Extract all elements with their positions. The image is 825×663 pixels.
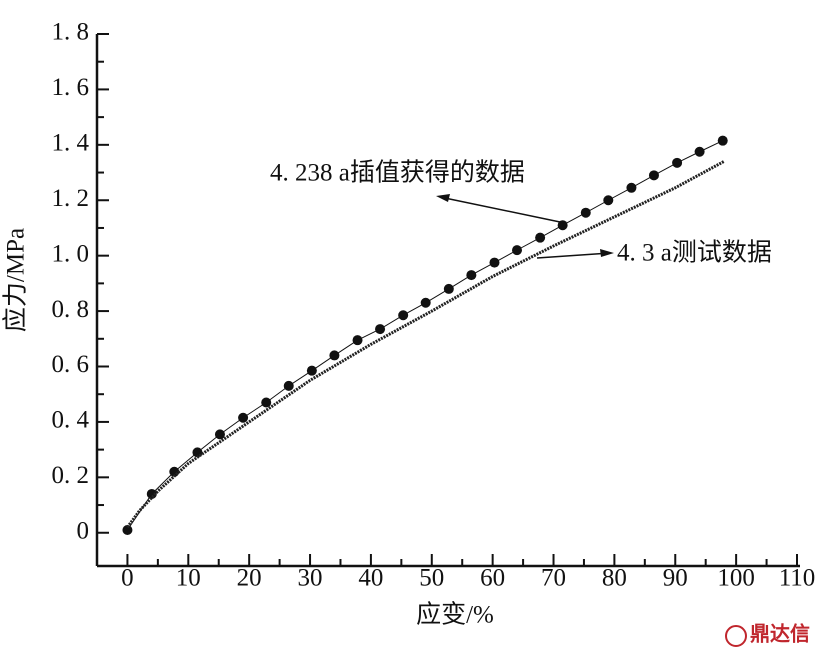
data-point bbox=[489, 257, 500, 268]
data-point bbox=[283, 380, 294, 391]
x-tick-label: 40 bbox=[358, 565, 383, 592]
x-tick-label: 100 bbox=[717, 565, 755, 592]
data-point bbox=[535, 232, 546, 243]
data-point bbox=[443, 283, 454, 294]
arrow-head bbox=[600, 249, 614, 257]
data-point bbox=[694, 146, 705, 157]
data-point bbox=[557, 220, 568, 231]
annotation-arrow bbox=[536, 252, 611, 259]
arrow-head bbox=[436, 194, 450, 202]
y-tick-label: 0. 6 bbox=[52, 351, 90, 378]
x-tick-label: 90 bbox=[663, 565, 688, 592]
data-point bbox=[352, 335, 363, 346]
x-tick-label: 0 bbox=[121, 565, 134, 592]
data-point bbox=[580, 207, 591, 218]
y-tick-label: 1. 6 bbox=[52, 74, 90, 101]
x-tick-label: 110 bbox=[779, 565, 816, 592]
annotation: 4. 3 a测试数据 bbox=[617, 239, 772, 267]
data-point bbox=[122, 524, 133, 535]
data-point bbox=[648, 170, 659, 181]
x-tick-label: 60 bbox=[480, 565, 505, 592]
y-tick-label: 0. 4 bbox=[52, 407, 90, 434]
x-tick-label: 50 bbox=[419, 565, 444, 592]
x-tick-label: 80 bbox=[602, 565, 627, 592]
y-tick-label: 1. 0 bbox=[52, 240, 90, 267]
y-tick-label: 0. 8 bbox=[52, 296, 90, 323]
y-axis-label: 应力/MPa bbox=[2, 228, 30, 332]
test-line bbox=[126, 160, 725, 529]
watermark: 鼎达信 bbox=[750, 622, 810, 646]
data-point bbox=[420, 297, 431, 308]
data-point bbox=[717, 135, 728, 146]
y-tick-label: 1. 2 bbox=[52, 185, 90, 212]
y-tick-label: 1. 4 bbox=[52, 130, 90, 157]
annotation: 4. 238 a插值获得的数据 bbox=[270, 159, 525, 187]
x-axis-label: 应变/% bbox=[416, 601, 494, 629]
data-point bbox=[214, 429, 225, 440]
data-point bbox=[306, 365, 317, 376]
x-tick-label: 20 bbox=[237, 565, 262, 592]
data-point bbox=[603, 195, 614, 206]
x-tick-label: 70 bbox=[541, 565, 566, 592]
data-point bbox=[398, 310, 409, 321]
x-tick-label: 10 bbox=[176, 565, 201, 592]
data-point bbox=[672, 157, 683, 168]
annotation-arrow bbox=[439, 196, 561, 223]
watermark-logo bbox=[725, 625, 747, 647]
data-point bbox=[466, 270, 477, 281]
y-tick-label: 0. 2 bbox=[52, 462, 90, 489]
y-tick-label: 0 bbox=[77, 517, 90, 544]
data-point bbox=[329, 350, 340, 361]
data-point bbox=[261, 397, 272, 408]
x-tick-label: 30 bbox=[298, 565, 323, 592]
data-point bbox=[626, 182, 637, 193]
interpolated-line bbox=[127, 140, 723, 531]
data-point bbox=[238, 412, 249, 423]
y-tick-label: 1. 8 bbox=[52, 19, 90, 46]
data-point bbox=[375, 324, 386, 335]
data-point bbox=[512, 245, 522, 256]
